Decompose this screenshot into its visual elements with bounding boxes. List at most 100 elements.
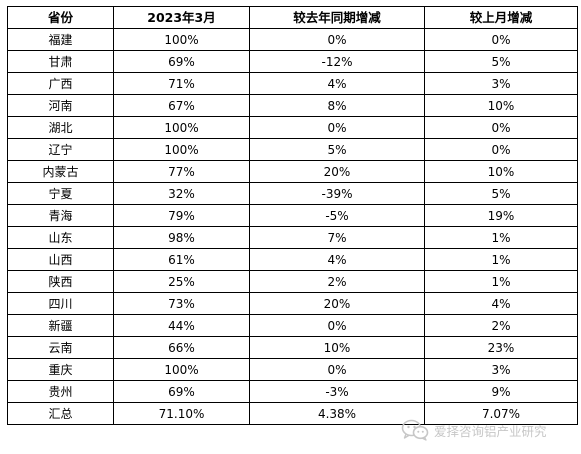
yoy-change-cell: -12% bbox=[249, 50, 425, 73]
mom-change-cell: 1% bbox=[424, 248, 578, 271]
table-row: 青海 79% -5% 19% bbox=[7, 204, 578, 227]
table-row: 甘肃 69% -12% 5% bbox=[7, 50, 578, 73]
mom-change-cell: 1% bbox=[424, 226, 578, 249]
mom-change-cell: 10% bbox=[424, 160, 578, 183]
march-2023-cell: 67% bbox=[113, 94, 250, 117]
mom-change-cell: 0% bbox=[424, 138, 578, 161]
mom-change-cell: 0% bbox=[424, 116, 578, 139]
yoy-change-cell: 20% bbox=[249, 160, 425, 183]
yoy-change-cell: 20% bbox=[249, 292, 425, 315]
province-cell: 内蒙古 bbox=[7, 160, 114, 183]
header-province: 省份 bbox=[7, 6, 114, 29]
mom-change-cell: 19% bbox=[424, 204, 578, 227]
mom-change-cell: 3% bbox=[424, 72, 578, 95]
march-2023-cell: 100% bbox=[113, 116, 250, 139]
header-march-2023: 2023年3月 bbox=[113, 6, 250, 29]
table-row: 重庆 100% 0% 3% bbox=[7, 358, 578, 381]
mom-change-cell: 9% bbox=[424, 380, 578, 403]
header-mom-change: 较上月增减 bbox=[424, 6, 578, 29]
march-2023-cell: 73% bbox=[113, 292, 250, 315]
mom-change-cell: 23% bbox=[424, 336, 578, 359]
yoy-change-cell: 0% bbox=[249, 28, 425, 51]
march-2023-cell: 71.10% bbox=[113, 402, 250, 425]
mom-change-cell: 2% bbox=[424, 314, 578, 337]
march-2023-cell: 69% bbox=[113, 380, 250, 403]
watermark-text: 爱择咨询铝产业研究 bbox=[434, 423, 547, 439]
march-2023-cell: 61% bbox=[113, 248, 250, 271]
province-cell: 甘肃 bbox=[7, 50, 114, 73]
province-cell: 云南 bbox=[7, 336, 114, 359]
yoy-change-cell: 0% bbox=[249, 358, 425, 381]
march-2023-cell: 44% bbox=[113, 314, 250, 337]
march-2023-cell: 98% bbox=[113, 226, 250, 249]
yoy-change-cell: 8% bbox=[249, 94, 425, 117]
table-row: 福建 100% 0% 0% bbox=[7, 28, 578, 51]
header-yoy-change: 较去年同期增减 bbox=[249, 6, 425, 29]
province-cell: 山东 bbox=[7, 226, 114, 249]
province-cell: 汇总 bbox=[7, 402, 114, 425]
yoy-change-cell: -3% bbox=[249, 380, 425, 403]
mom-change-cell: 1% bbox=[424, 270, 578, 293]
province-cell: 新疆 bbox=[7, 314, 114, 337]
march-2023-cell: 79% bbox=[113, 204, 250, 227]
march-2023-cell: 100% bbox=[113, 138, 250, 161]
mom-change-cell: 7.07% bbox=[424, 402, 578, 425]
table-row: 辽宁 100% 5% 0% bbox=[7, 138, 578, 161]
yoy-change-cell: 5% bbox=[249, 138, 425, 161]
province-cell: 重庆 bbox=[7, 358, 114, 381]
province-cell: 湖北 bbox=[7, 116, 114, 139]
total-row: 汇总 71.10% 4.38% 7.07% bbox=[7, 402, 578, 425]
march-2023-cell: 100% bbox=[113, 28, 250, 51]
yoy-change-cell: 0% bbox=[249, 314, 425, 337]
table-row: 内蒙古 77% 20% 10% bbox=[7, 160, 578, 183]
province-cell: 四川 bbox=[7, 292, 114, 315]
province-cell: 贵州 bbox=[7, 380, 114, 403]
mom-change-cell: 5% bbox=[424, 50, 578, 73]
spreadsheet: 省份 2023年3月 较去年同期增减 较上月增减 福建 100% 0% 0% 甘肃 69%… bbox=[7, 6, 578, 425]
table-row: 新疆 44% 0% 2% bbox=[7, 314, 578, 337]
yoy-change-cell: 4.38% bbox=[249, 402, 425, 425]
table-row: 宁夏 32% -39% 5% bbox=[7, 182, 578, 205]
mom-change-cell: 3% bbox=[424, 358, 578, 381]
table-row: 陕西 25% 2% 1% bbox=[7, 270, 578, 293]
mom-change-cell: 10% bbox=[424, 94, 578, 117]
header-row: 省份 2023年3月 较去年同期增减 较上月增减 bbox=[7, 6, 578, 29]
province-cell: 青海 bbox=[7, 204, 114, 227]
yoy-change-cell: 4% bbox=[249, 72, 425, 95]
province-cell: 辽宁 bbox=[7, 138, 114, 161]
province-cell: 福建 bbox=[7, 28, 114, 51]
march-2023-cell: 71% bbox=[113, 72, 250, 95]
table-body: 福建 100% 0% 0% 甘肃 69% -12% 5% 广西 71% 4% 3% 河南 67% 8% 10%… bbox=[7, 28, 578, 425]
province-cell: 河南 bbox=[7, 94, 114, 117]
province-cell: 山西 bbox=[7, 248, 114, 271]
province-cell: 陕西 bbox=[7, 270, 114, 293]
table-row: 贵州 69% -3% 9% bbox=[7, 380, 578, 403]
march-2023-cell: 69% bbox=[113, 50, 250, 73]
yoy-change-cell: 0% bbox=[249, 116, 425, 139]
yoy-change-cell: 7% bbox=[249, 226, 425, 249]
yoy-change-cell: -5% bbox=[249, 204, 425, 227]
mom-change-cell: 4% bbox=[424, 292, 578, 315]
mom-change-cell: 5% bbox=[424, 182, 578, 205]
march-2023-cell: 66% bbox=[113, 336, 250, 359]
table-row: 山西 61% 4% 1% bbox=[7, 248, 578, 271]
wechat-icon bbox=[401, 419, 429, 441]
table-row: 河南 67% 8% 10% bbox=[7, 94, 578, 117]
province-cell: 广西 bbox=[7, 72, 114, 95]
mom-change-cell: 0% bbox=[424, 28, 578, 51]
province-cell: 宁夏 bbox=[7, 182, 114, 205]
table-row: 四川 73% 20% 4% bbox=[7, 292, 578, 315]
yoy-change-cell: 10% bbox=[249, 336, 425, 359]
yoy-change-cell: 2% bbox=[249, 270, 425, 293]
march-2023-cell: 100% bbox=[113, 358, 250, 381]
watermark: 爱择咨询铝产业研究 bbox=[401, 419, 547, 441]
march-2023-cell: 77% bbox=[113, 160, 250, 183]
capacity-utilization-table: 省份 2023年3月 较去年同期增减 较上月增减 福建 100% 0% 0% 甘肃 69%… bbox=[7, 6, 578, 425]
march-2023-cell: 32% bbox=[113, 182, 250, 205]
march-2023-cell: 25% bbox=[113, 270, 250, 293]
table-row: 云南 66% 10% 23% bbox=[7, 336, 578, 359]
yoy-change-cell: 4% bbox=[249, 248, 425, 271]
yoy-change-cell: -39% bbox=[249, 182, 425, 205]
table-row: 山东 98% 7% 1% bbox=[7, 226, 578, 249]
table-row: 湖北 100% 0% 0% bbox=[7, 116, 578, 139]
